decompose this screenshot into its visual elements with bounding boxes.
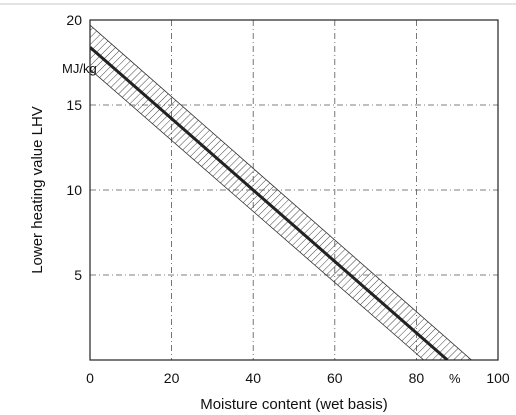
y-axis-title: Lower heating value LHV [29,106,46,274]
x-tick-labels: 0 20 40 60 80 100 [86,370,510,386]
y-tick-label: 10 [66,182,82,198]
x-axis-title: Moisture content (wet basis) [200,396,388,413]
plot-frame [89,19,499,361]
hatched-band [90,24,473,360]
y-tick-label: 20 [66,12,82,28]
x-tick-label: 20 [164,370,180,386]
y-tick-labels: 5 10 15 20 [66,12,82,283]
mean-line [90,46,449,360]
x-tick-label: 40 [245,370,261,386]
y-tick-label: 5 [74,267,82,283]
x-tick-label: 100 [486,370,510,386]
x-tick-label: 60 [327,370,343,386]
x-tick-label: 0 [86,370,94,386]
x-tick-label: 80 [409,370,425,386]
grid-lines [90,20,498,360]
y-tick-label: 15 [66,97,82,113]
y-unit-label: MJ/kg [62,61,97,76]
x-unit-label: % [449,371,461,386]
